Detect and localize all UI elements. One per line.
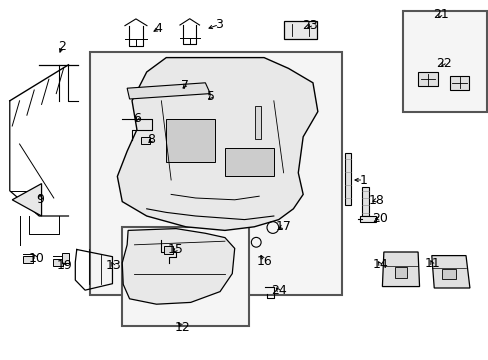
Bar	[449, 76, 468, 90]
Bar	[283, 21, 316, 39]
Text: 6: 6	[133, 112, 141, 125]
Text: 21: 21	[432, 8, 447, 21]
Polygon shape	[62, 253, 69, 263]
Bar	[403, 11, 486, 112]
Bar	[417, 72, 437, 86]
Text: 10: 10	[28, 252, 44, 265]
Text: 9: 9	[36, 193, 44, 206]
Text: 7: 7	[181, 79, 188, 92]
Bar	[394, 267, 407, 278]
Text: 19: 19	[57, 259, 72, 272]
Text: 20: 20	[371, 212, 387, 225]
Polygon shape	[12, 184, 41, 216]
Polygon shape	[224, 148, 273, 176]
Text: 17: 17	[275, 220, 291, 233]
Bar	[164, 246, 173, 254]
Polygon shape	[382, 252, 419, 287]
Text: 14: 14	[372, 258, 387, 271]
Text: 18: 18	[368, 194, 384, 207]
Bar	[90, 52, 342, 295]
Polygon shape	[166, 119, 215, 162]
Text: 2: 2	[58, 40, 66, 53]
Bar	[254, 106, 260, 139]
Text: 3: 3	[215, 18, 223, 31]
Bar	[23, 256, 33, 264]
Bar	[122, 227, 249, 326]
Text: 24: 24	[270, 284, 286, 297]
Bar	[359, 216, 375, 222]
Polygon shape	[127, 83, 210, 99]
Bar	[344, 153, 350, 205]
Text: 23: 23	[302, 19, 317, 32]
Text: 11: 11	[424, 257, 439, 270]
Bar	[441, 269, 455, 279]
Text: 16: 16	[256, 255, 271, 268]
Polygon shape	[431, 256, 469, 288]
Text: 22: 22	[435, 57, 450, 70]
Polygon shape	[122, 229, 234, 304]
Text: 1: 1	[359, 174, 366, 186]
Text: 4: 4	[154, 22, 162, 35]
Bar	[362, 187, 368, 216]
Text: 8: 8	[147, 133, 155, 146]
Text: 15: 15	[168, 243, 183, 256]
Text: 12: 12	[175, 321, 190, 334]
Bar	[53, 258, 62, 266]
Text: 5: 5	[207, 90, 215, 103]
Bar	[141, 137, 150, 144]
Text: 13: 13	[105, 259, 121, 272]
Polygon shape	[117, 58, 317, 230]
